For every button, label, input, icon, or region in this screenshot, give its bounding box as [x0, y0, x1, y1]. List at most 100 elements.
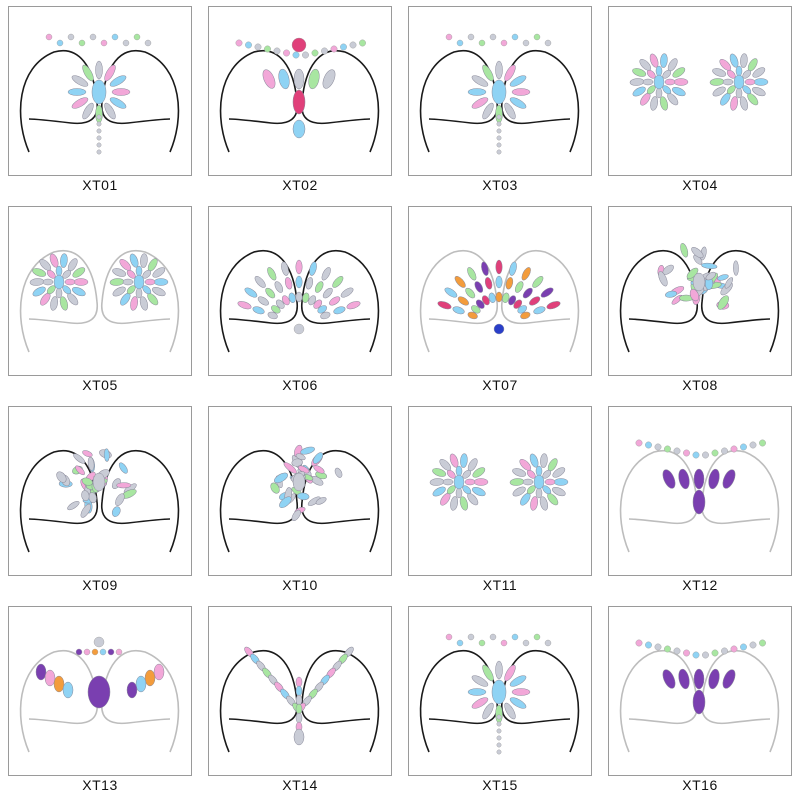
- gem-shape: [535, 465, 543, 477]
- product-card[interactable]: XT14: [200, 600, 400, 800]
- product-image[interactable]: [408, 206, 592, 376]
- rhinestone-dot: [683, 649, 690, 657]
- product-image[interactable]: [8, 6, 192, 176]
- product-image[interactable]: [608, 6, 792, 176]
- rhinestone-pattern: [429, 453, 569, 511]
- product-code: XT10: [282, 577, 318, 593]
- gem-shape: [724, 277, 734, 289]
- rhinestone-dot: [496, 142, 502, 148]
- gem-shape: [678, 468, 690, 490]
- rhinestone-dot: [340, 43, 347, 51]
- product-image[interactable]: [408, 406, 592, 576]
- gem-shape: [471, 97, 489, 109]
- rhinestone-dot: [291, 37, 307, 53]
- gem-shape: [32, 268, 47, 277]
- gem-shape: [722, 78, 734, 86]
- gem-shape: [471, 75, 489, 87]
- product-image[interactable]: [408, 606, 592, 776]
- gem-shape: [632, 68, 647, 77]
- gem-shape: [295, 703, 303, 715]
- gem-shape: [321, 267, 331, 281]
- gem-shape: [313, 299, 323, 309]
- rhinestone-dot: [467, 633, 475, 641]
- product-code: XT08: [682, 377, 718, 393]
- product-card[interactable]: XT07: [400, 200, 600, 400]
- body-outline: [419, 249, 580, 353]
- gem-shape: [514, 281, 524, 293]
- rhinestone-dot: [144, 39, 152, 47]
- gem-shape: [752, 67, 766, 78]
- product-card[interactable]: XT16: [600, 600, 800, 800]
- product-image[interactable]: [8, 606, 192, 776]
- product-image[interactable]: [208, 606, 392, 776]
- product-card[interactable]: XT06: [200, 200, 400, 400]
- gem-shape: [322, 287, 333, 299]
- product-card[interactable]: XT02: [200, 0, 400, 200]
- rhinestone-dot: [673, 647, 681, 655]
- product-image[interactable]: [608, 406, 792, 576]
- gem-shape: [281, 295, 290, 306]
- gem-shape: [730, 96, 739, 111]
- product-image[interactable]: [608, 206, 792, 376]
- gem-shape: [453, 474, 465, 490]
- body-outline: [19, 249, 180, 353]
- product-card[interactable]: XT10: [200, 400, 400, 600]
- gem-shape: [692, 272, 706, 292]
- product-card[interactable]: XT04: [600, 0, 800, 200]
- rhinestone-dot: [533, 33, 541, 41]
- gem-shape: [72, 286, 86, 297]
- product-card[interactable]: XT03: [400, 0, 600, 200]
- product-image[interactable]: [408, 6, 592, 176]
- gem-shape: [509, 478, 525, 486]
- product-image[interactable]: [208, 406, 392, 576]
- rhinestone-dot: [445, 33, 453, 41]
- gem-shape: [457, 296, 469, 306]
- gem-shape: [504, 702, 516, 720]
- product-card[interactable]: XT05: [0, 200, 200, 400]
- product-card[interactable]: XT11: [400, 400, 600, 600]
- gem-shape: [504, 102, 516, 120]
- product-image[interactable]: [608, 606, 792, 776]
- rhinestone-pattern: [629, 53, 769, 111]
- gem-shape: [135, 287, 143, 299]
- product-card[interactable]: XT12: [600, 400, 800, 600]
- rhinestone-dot: [692, 651, 700, 659]
- gem-shape: [735, 65, 743, 77]
- product-card[interactable]: XT15: [400, 600, 600, 800]
- product-code: XT02: [282, 177, 318, 193]
- rhinestone-dot: [511, 633, 519, 641]
- gem-shape: [472, 467, 486, 478]
- product-card[interactable]: XT01: [0, 0, 200, 200]
- body-outline: [219, 249, 380, 353]
- gem-shape: [295, 685, 303, 697]
- rhinestone-dot: [711, 449, 719, 457]
- gem-shape: [522, 287, 533, 299]
- product-card[interactable]: XT13: [0, 600, 200, 800]
- product-code: XT09: [82, 577, 118, 593]
- gem-shape: [333, 306, 346, 315]
- rhinestone-pattern: [445, 633, 552, 755]
- product-code: XT13: [82, 777, 118, 793]
- rhinestone-illustration: [619, 243, 780, 353]
- gem-shape: [274, 281, 284, 293]
- gem-shape: [709, 78, 725, 86]
- rhinestone-dot: [133, 33, 141, 41]
- gem-shape: [346, 301, 361, 310]
- gem-shape: [491, 79, 507, 105]
- product-image[interactable]: [208, 206, 392, 376]
- gem-shape: [293, 68, 305, 90]
- product-image[interactable]: [8, 206, 192, 376]
- gem-shape: [305, 277, 314, 290]
- product-card[interactable]: XT09: [0, 400, 200, 600]
- gem-shape: [317, 305, 327, 314]
- gem-shape: [71, 97, 89, 109]
- gem-shape: [471, 675, 489, 687]
- rhinestone-illustration: [19, 33, 180, 155]
- body-outline: [19, 449, 180, 553]
- product-image[interactable]: [208, 6, 392, 176]
- rhinestone-illustration: [419, 633, 580, 755]
- product-card[interactable]: XT08: [600, 200, 800, 400]
- product-image[interactable]: [8, 406, 192, 576]
- gem-shape: [116, 482, 132, 489]
